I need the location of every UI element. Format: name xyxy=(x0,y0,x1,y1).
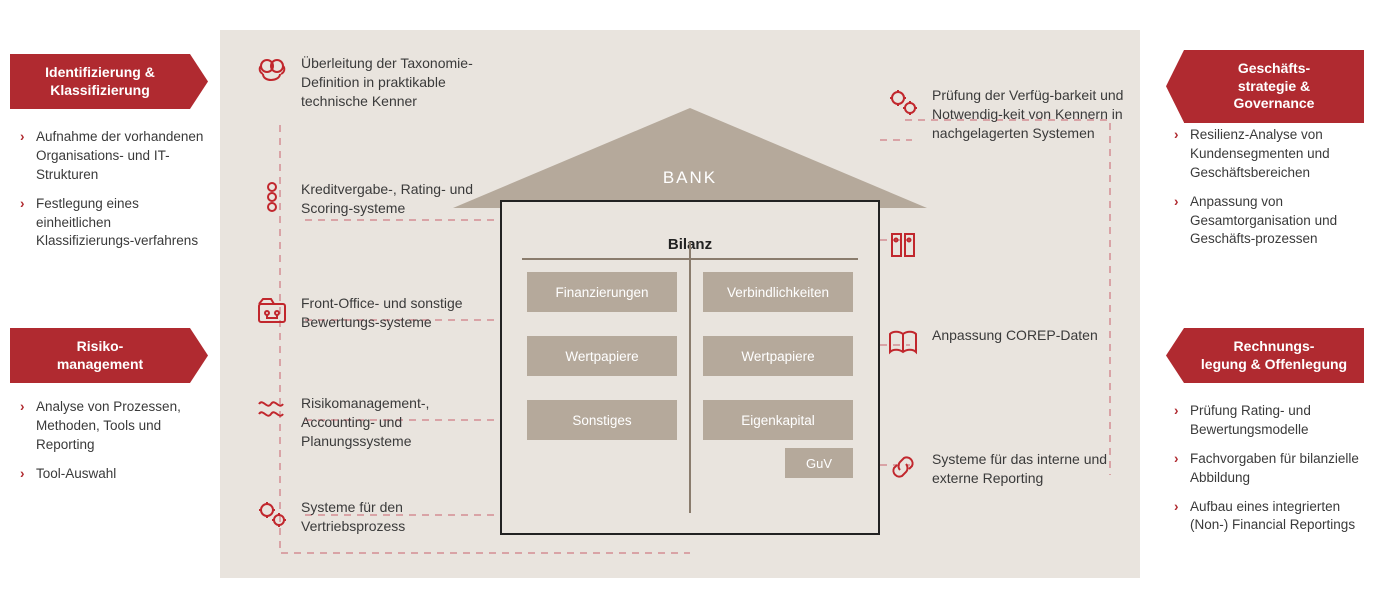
bullet-item: Festlegung eines einheitlichen Klassifiz… xyxy=(20,195,210,252)
node-gears: Prüfung der Verfüg-barkeit und Notwendig… xyxy=(886,86,1126,143)
bullet-item: Aufnahme der vorhandenen Organisations- … xyxy=(20,128,210,185)
bilanz-cell-left: Finanzierungen xyxy=(527,272,677,312)
node-text: Front-Office- und sonstige Bewertungs-sy… xyxy=(301,294,495,332)
node-wave: Risikomanagement-, Accounting- und Planu… xyxy=(255,394,495,451)
bullet-item: Anpassung von Gesamtorganisation und Ges… xyxy=(1174,193,1364,250)
bullet-item: Resilienz-Analyse von Kundensegmenten un… xyxy=(1174,126,1364,183)
bullet-item: Fachvorgaben für bilanzielle Abbildung xyxy=(1174,450,1364,488)
guv-cell: GuV xyxy=(785,448,853,478)
bullet-item: Aufbau eines integrierten (Non-) Financi… xyxy=(1174,498,1364,536)
bilanz-cell-left: Sonstiges xyxy=(527,400,677,440)
link-icon xyxy=(886,450,920,484)
node-gears: Systeme für den Vertriebsprozess xyxy=(255,498,495,536)
bilanz-vline xyxy=(689,242,691,513)
node-text: Risikomanagement-, Accounting- und Planu… xyxy=(301,394,495,451)
bank-roof-label: BANK xyxy=(453,168,927,188)
node-text: Prüfung der Verfüg-barkeit und Notwendig… xyxy=(932,86,1126,143)
bullet-item: Analyse von Prozessen, Methoden, Tools u… xyxy=(20,398,210,455)
bilanz-cell-right: Verbindlichkeiten xyxy=(703,272,853,312)
node-book: Anpassung COREP-Daten xyxy=(886,326,1126,360)
node-binders xyxy=(886,228,1126,262)
tag-right: Rechnungs-legung & Offenlegung xyxy=(1184,328,1364,383)
folder-icon xyxy=(255,294,289,328)
bullet-item: Prüfung Rating- und Bewertungsmodelle xyxy=(1174,402,1364,440)
bank-body: Bilanz FinanzierungenWertpapiereSonstige… xyxy=(500,200,880,535)
binders-icon xyxy=(886,228,920,262)
node-text: Kreditvergabe-, Rating- und Scoring-syst… xyxy=(301,180,495,218)
node-brain: Überleitung der Taxonomie-Definition in … xyxy=(255,54,495,111)
tag-left: Identifizierung & Klassifizierung xyxy=(10,54,190,109)
node-text: Überleitung der Taxonomie-Definition in … xyxy=(301,54,495,111)
bullet-list-left: Aufnahme der vorhandenen Organisations- … xyxy=(20,128,210,261)
bullet-item: Tool-Auswahl xyxy=(20,465,210,484)
traffic-icon xyxy=(255,180,289,214)
node-text: Systeme für den Vertriebsprozess xyxy=(301,498,495,536)
bullet-list-right: Prüfung Rating- und Bewertungsmodelle Fac… xyxy=(1174,402,1364,545)
node-link: Systeme für das interne und externe Repo… xyxy=(886,450,1126,488)
bullet-list-left: Analyse von Prozessen, Methoden, Tools u… xyxy=(20,398,210,494)
tag-right: Geschäfts-strategie & Governance xyxy=(1184,50,1364,123)
tag-left: Risiko-management xyxy=(10,328,190,383)
gears-icon xyxy=(886,86,920,120)
bilanz-cell-right: Eigenkapital xyxy=(703,400,853,440)
node-folder: Front-Office- und sonstige Bewertungs-sy… xyxy=(255,294,495,332)
bilanz-cell-right: Wertpapiere xyxy=(703,336,853,376)
bilanz-cell-left: Wertpapiere xyxy=(527,336,677,376)
book-icon xyxy=(886,326,920,360)
bullet-list-right: Resilienz-Analyse von Kundensegmenten un… xyxy=(1174,126,1364,259)
node-text: Anpassung COREP-Daten xyxy=(932,326,1098,345)
wave-icon xyxy=(255,394,289,428)
node-traffic: Kreditvergabe-, Rating- und Scoring-syst… xyxy=(255,180,495,218)
node-text: Systeme für das interne und externe Repo… xyxy=(932,450,1126,488)
brain-icon xyxy=(255,54,289,88)
gears-icon xyxy=(255,498,289,532)
